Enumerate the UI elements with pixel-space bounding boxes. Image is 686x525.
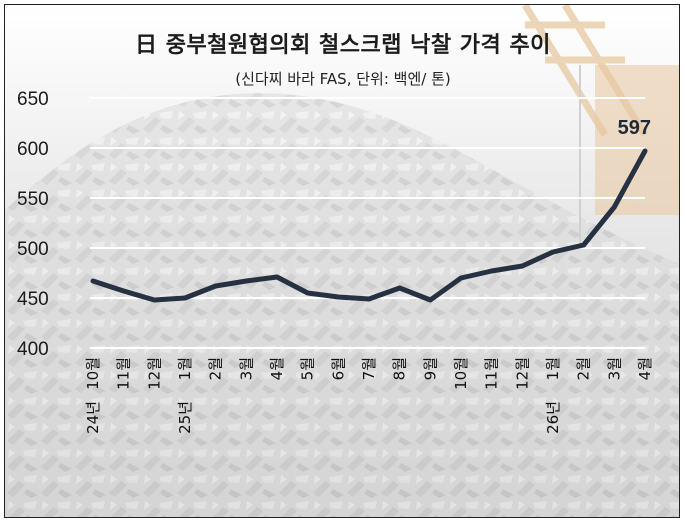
- data-point: [583, 244, 585, 246]
- data-point: [399, 287, 401, 289]
- data-point: [337, 296, 339, 298]
- gridlines: [90, 97, 645, 349]
- x-tick-label: 8월: [391, 357, 409, 380]
- x-tick-label: 3월: [605, 357, 623, 380]
- x-tick-label: 3월: [237, 357, 255, 380]
- x-tick-label: 1월: [176, 357, 194, 380]
- data-point: [215, 285, 217, 287]
- y-tick-label: 600: [17, 139, 49, 160]
- line-chart: 400 450 500 550 600 650 10월 11월 12월 1월 2월 3월 4월 5월 6월…: [17, 89, 654, 434]
- data-point: [184, 297, 186, 299]
- data-point: [307, 292, 309, 294]
- y-tick-label: 650: [17, 89, 49, 110]
- y-tick-label: 400: [17, 339, 49, 360]
- x-tick-label: 6월: [329, 357, 347, 380]
- annotations: 597: [618, 117, 651, 139]
- x-tick-label: 1월: [544, 357, 562, 380]
- data-point: [429, 299, 431, 301]
- price-series: [90, 148, 648, 303]
- year-label: 24년: [84, 401, 102, 434]
- y-tick-label: 550: [17, 189, 49, 210]
- x-tick-label: 11월: [483, 357, 501, 390]
- y-axis: 400 450 500 550 600 650: [17, 89, 49, 360]
- data-point: [552, 251, 554, 253]
- series-line: [90, 148, 648, 303]
- x-tick-label: 7월: [360, 357, 378, 380]
- year-label: 25년: [176, 401, 194, 434]
- data-point: [644, 150, 646, 152]
- x-tick-label: 12월: [145, 357, 163, 390]
- chart-title: 日 중부철원협의회 철스크랩 낙찰 가격 추이: [135, 33, 551, 58]
- chart-subtitle: (신다찌 바라 FAS, 단위: 백엔/ 톤): [235, 70, 451, 88]
- data-point: [460, 277, 462, 279]
- x-axis: 10월 11월 12월 1월 2월 3월 4월 5월 6월 7월 8월 9월 10월 11월 12월 1월 2월…: [84, 357, 654, 434]
- data-point: [276, 276, 278, 278]
- x-tick-label: 12월: [513, 357, 531, 390]
- data-point: [491, 270, 493, 272]
- data-point: [123, 290, 125, 292]
- x-tick-label: 10월: [84, 357, 102, 390]
- peak-value-label: 597: [618, 117, 651, 139]
- x-tick-label: 2월: [207, 357, 225, 380]
- scrap-pile-background-image: [5, 5, 679, 517]
- x-tick-label: 5월: [299, 357, 317, 380]
- y-tick-label: 450: [17, 289, 49, 310]
- y-tick-label: 500: [17, 239, 49, 260]
- data-point: [368, 298, 370, 300]
- data-point: [92, 280, 94, 282]
- data-point: [245, 280, 247, 282]
- chart-frame: 日 중부철원협의회 철스크랩 낙찰 가격 추이 (신다찌 바라 FAS, 단위:…: [4, 4, 680, 518]
- x-tick-label: 10월: [452, 357, 470, 390]
- x-tick-label: 11월: [115, 357, 133, 390]
- x-tick-label: 2월: [575, 357, 593, 380]
- x-tick-label: 4월: [268, 357, 286, 380]
- year-label: 26년: [544, 401, 562, 434]
- x-tick-label: 4월: [636, 357, 654, 380]
- data-point: [613, 206, 615, 208]
- data-point: [153, 299, 155, 301]
- data-point: [521, 265, 523, 267]
- x-tick-label: 9월: [421, 357, 439, 380]
